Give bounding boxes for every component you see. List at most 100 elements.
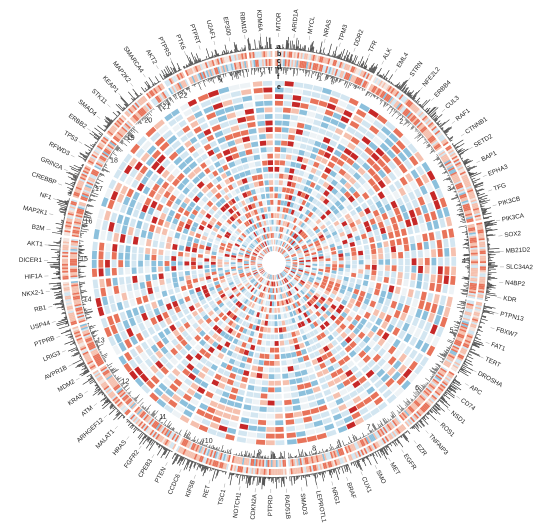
histogram-bar [61, 219, 65, 221]
histogram-bar [127, 419, 129, 421]
histogram-bar [459, 155, 462, 158]
sample-segment [297, 250, 302, 254]
band-segment [426, 386, 434, 393]
band-segment [350, 65, 354, 73]
histogram-bar [174, 453, 177, 456]
histogram-bar [73, 183, 76, 185]
band-segment [150, 99, 157, 106]
histogram-bar [403, 120, 409, 126]
histogram-bar [437, 161, 443, 165]
band-segment [281, 468, 284, 475]
band-segment [310, 62, 314, 70]
histogram-bar [210, 445, 213, 449]
band-segment [404, 98, 410, 105]
histogram-bar [117, 144, 119, 147]
histogram-bar [139, 94, 141, 97]
histogram-bar [444, 391, 447, 394]
band-segment [333, 60, 338, 67]
histogram-bar [84, 211, 93, 214]
band-segment [73, 224, 81, 228]
sample-segment [295, 285, 301, 290]
sample-segment [295, 274, 301, 279]
histogram-bar [166, 99, 171, 106]
sample-segment [292, 233, 297, 239]
histogram-bar [153, 108, 155, 110]
band-segment [112, 123, 119, 129]
histogram-bar [302, 46, 304, 51]
histogram-bar [96, 345, 99, 347]
band-segment [149, 429, 155, 436]
band-segment [294, 60, 297, 68]
band-segment [115, 400, 122, 406]
band-segment [383, 425, 390, 433]
band-segment [355, 441, 360, 449]
band-segment [79, 176, 86, 181]
band-segment [116, 131, 124, 138]
histogram-bar [453, 378, 461, 384]
histogram-bar [92, 335, 94, 337]
histogram-bar [129, 102, 132, 105]
histogram-bar [450, 183, 454, 186]
histogram-bar [79, 152, 89, 158]
histogram-bar [443, 176, 451, 181]
histogram-bar [404, 432, 406, 434]
histogram-bar [387, 74, 393, 83]
band-segment [70, 268, 78, 271]
sample-segment [265, 280, 269, 286]
band-segment [383, 93, 389, 101]
histogram-bar [422, 416, 427, 421]
band-segment [211, 450, 215, 458]
histogram-bar [407, 92, 412, 97]
sample-segment [299, 281, 305, 286]
sample-segment [281, 272, 285, 277]
histogram-bar [426, 112, 428, 114]
band-segment [177, 73, 183, 80]
histogram-bar [443, 393, 451, 400]
histogram-bar [336, 77, 338, 82]
band-segment [145, 416, 152, 423]
histogram-bar [137, 122, 140, 125]
histogram-bar [125, 134, 133, 141]
band-segment [108, 392, 115, 398]
band-segment [328, 66, 332, 75]
band-segment [67, 310, 74, 314]
band-segment [345, 445, 351, 453]
band-segment [364, 447, 370, 454]
band-segment [88, 176, 96, 182]
histogram-bar [467, 169, 471, 172]
histogram-bar [216, 448, 218, 451]
band-segment [459, 195, 467, 199]
histogram-bar [438, 164, 444, 168]
histogram-bar [250, 68, 253, 75]
band-segment [479, 268, 486, 271]
band-segment [433, 143, 441, 149]
band-segment [196, 73, 201, 81]
band-segment [155, 85, 161, 92]
band-segment [453, 158, 460, 164]
histogram-bar [191, 439, 193, 441]
histogram-bar [249, 475, 252, 486]
histogram-bar [160, 444, 162, 447]
band-segment [377, 440, 382, 447]
histogram-bar [442, 394, 444, 396]
band-segment [452, 343, 461, 349]
band-segment [70, 273, 78, 276]
histogram-bar [458, 370, 469, 377]
band-segment [265, 468, 268, 475]
band-segment [368, 435, 374, 443]
band-segment [371, 443, 376, 450]
histogram-bar [85, 313, 90, 316]
histogram-bar [447, 174, 450, 177]
histogram-bar [417, 131, 421, 135]
histogram-bar [129, 129, 133, 133]
histogram-bar [212, 445, 215, 450]
histogram-bar [312, 47, 315, 53]
histogram-bar [98, 390, 103, 394]
histogram-bar [313, 473, 315, 477]
histogram-bar [94, 383, 98, 386]
band-segment [358, 78, 364, 86]
histogram-bar [365, 456, 368, 460]
histogram-bar [474, 185, 478, 188]
histogram-bar [407, 430, 411, 435]
histogram-bar [103, 165, 108, 169]
